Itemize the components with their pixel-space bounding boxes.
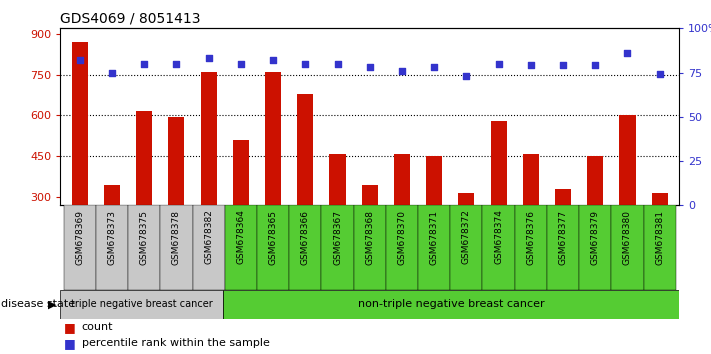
FancyBboxPatch shape — [547, 205, 579, 290]
Bar — [136, 112, 152, 205]
Text: ■: ■ — [64, 337, 76, 350]
FancyBboxPatch shape — [64, 205, 96, 290]
Point — [396, 68, 407, 74]
Point — [106, 70, 117, 75]
Point — [589, 63, 601, 68]
FancyBboxPatch shape — [321, 205, 353, 290]
Point — [267, 57, 279, 63]
Bar — [265, 72, 281, 205]
Bar — [523, 154, 539, 205]
Text: GDS4069 / 8051413: GDS4069 / 8051413 — [60, 12, 201, 26]
FancyBboxPatch shape — [223, 290, 679, 319]
Text: GSM678364: GSM678364 — [236, 210, 245, 264]
Text: disease state: disease state — [1, 299, 75, 309]
Bar — [72, 42, 88, 205]
Bar — [362, 185, 378, 205]
Point — [429, 64, 440, 70]
FancyBboxPatch shape — [353, 205, 386, 290]
Text: GSM678371: GSM678371 — [429, 210, 439, 264]
FancyBboxPatch shape — [257, 205, 289, 290]
FancyBboxPatch shape — [611, 205, 643, 290]
Bar — [619, 115, 636, 205]
Point — [332, 61, 343, 67]
Text: GSM678376: GSM678376 — [526, 210, 535, 264]
Bar — [394, 154, 410, 205]
Point — [364, 64, 375, 70]
Bar — [104, 185, 120, 205]
Point — [621, 50, 633, 56]
Point — [139, 61, 150, 67]
FancyBboxPatch shape — [128, 205, 160, 290]
Point — [461, 73, 472, 79]
Point — [493, 61, 504, 67]
Text: GSM678365: GSM678365 — [269, 210, 277, 264]
Text: GSM678379: GSM678379 — [591, 210, 600, 264]
Bar — [297, 94, 314, 205]
FancyBboxPatch shape — [418, 205, 450, 290]
Bar — [329, 154, 346, 205]
Bar — [587, 156, 604, 205]
FancyBboxPatch shape — [60, 290, 223, 319]
Bar — [651, 193, 668, 205]
Text: GSM678373: GSM678373 — [107, 210, 117, 264]
Point — [654, 72, 665, 77]
Text: count: count — [82, 322, 113, 332]
FancyBboxPatch shape — [515, 205, 547, 290]
Point — [525, 63, 537, 68]
Text: GSM678374: GSM678374 — [494, 210, 503, 264]
Point — [299, 61, 311, 67]
Text: GSM678368: GSM678368 — [365, 210, 374, 264]
FancyBboxPatch shape — [193, 205, 225, 290]
Text: GSM678367: GSM678367 — [333, 210, 342, 264]
Point — [203, 56, 214, 61]
FancyBboxPatch shape — [160, 205, 193, 290]
Text: ■: ■ — [64, 321, 76, 334]
FancyBboxPatch shape — [96, 205, 128, 290]
Bar — [169, 117, 184, 205]
Text: GSM678372: GSM678372 — [462, 210, 471, 264]
Bar — [555, 189, 571, 205]
Text: GSM678380: GSM678380 — [623, 210, 632, 264]
Bar — [201, 72, 217, 205]
Text: triple negative breast cancer: triple negative breast cancer — [71, 299, 213, 309]
FancyBboxPatch shape — [483, 205, 515, 290]
FancyBboxPatch shape — [579, 205, 611, 290]
FancyBboxPatch shape — [450, 205, 483, 290]
Text: GSM678378: GSM678378 — [172, 210, 181, 264]
FancyBboxPatch shape — [643, 205, 675, 290]
Point — [74, 57, 85, 63]
Text: GSM678375: GSM678375 — [139, 210, 149, 264]
FancyBboxPatch shape — [289, 205, 321, 290]
Text: GSM678370: GSM678370 — [397, 210, 407, 264]
Text: GSM678377: GSM678377 — [559, 210, 567, 264]
Point — [557, 63, 569, 68]
Text: GSM678369: GSM678369 — [75, 210, 85, 264]
Text: GSM678382: GSM678382 — [204, 210, 213, 264]
Text: percentile rank within the sample: percentile rank within the sample — [82, 338, 269, 348]
FancyBboxPatch shape — [225, 205, 257, 290]
Bar — [232, 140, 249, 205]
Text: GSM678366: GSM678366 — [301, 210, 310, 264]
Text: non-triple negative breast cancer: non-triple negative breast cancer — [358, 299, 545, 309]
Bar — [426, 156, 442, 205]
Text: GSM678381: GSM678381 — [655, 210, 664, 264]
Point — [235, 61, 247, 67]
Point — [171, 61, 182, 67]
Bar — [491, 121, 507, 205]
FancyBboxPatch shape — [386, 205, 418, 290]
Text: ▶: ▶ — [48, 299, 56, 309]
Bar — [459, 193, 474, 205]
